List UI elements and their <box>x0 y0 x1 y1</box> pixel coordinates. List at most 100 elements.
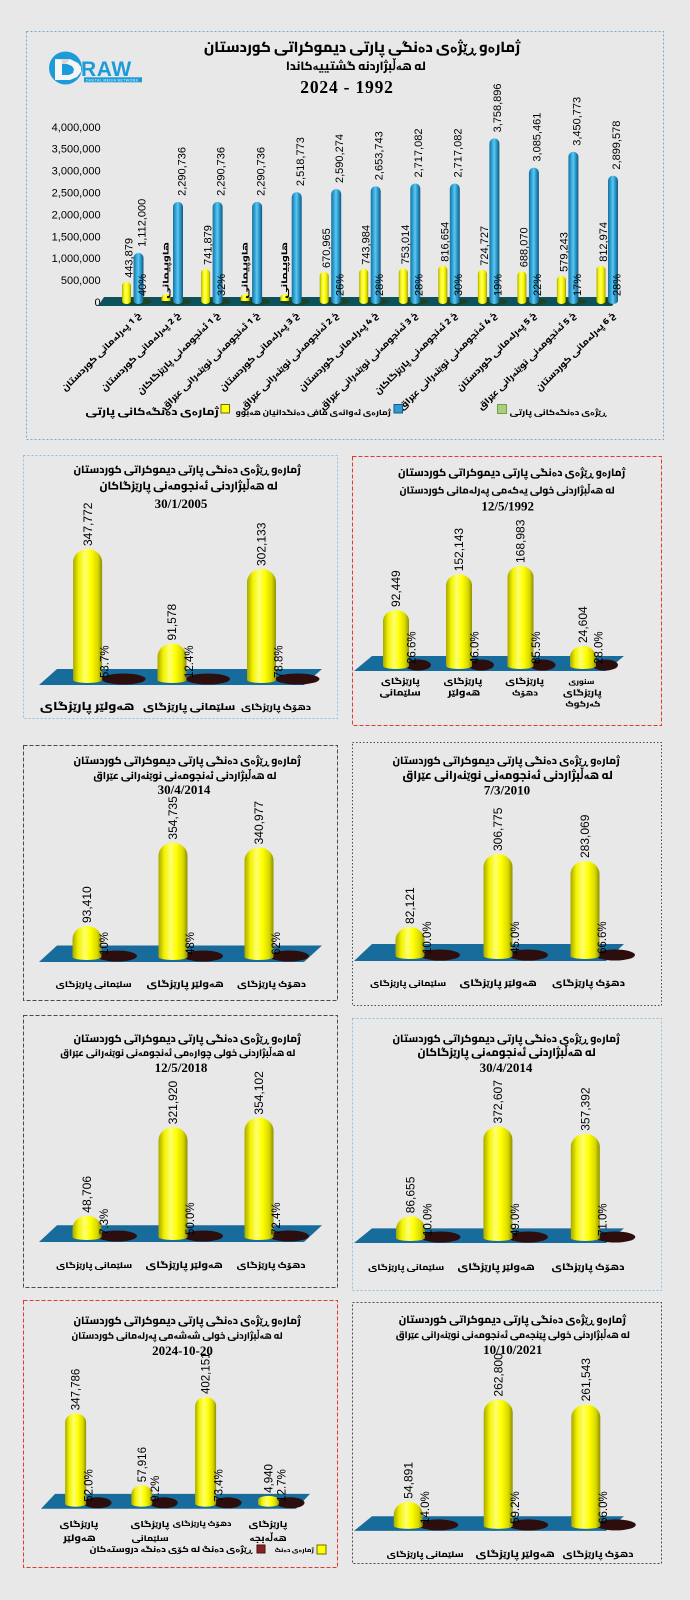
svg-text:354,102: 354,102 <box>252 1071 266 1115</box>
svg-text:DIGITAL MEDIA NETWORK: DIGITAL MEDIA NETWORK <box>86 78 139 82</box>
svg-text:347,786: 347,786 <box>71 1369 83 1411</box>
svg-text:283,069: 283,069 <box>578 814 592 858</box>
svg-text:14.0%: 14.0% <box>420 1491 432 1524</box>
svg-text:22%: 22% <box>532 274 544 296</box>
svg-text:357,392: 357,392 <box>579 1087 593 1131</box>
svg-text:3,500,000: 3,500,000 <box>52 144 101 156</box>
svg-text:78.8%: 78.8% <box>274 645 286 678</box>
svg-text:2,717,082: 2,717,082 <box>413 129 425 178</box>
svg-text:4,000,000: 4,000,000 <box>52 122 101 134</box>
svg-text:28.0%: 28.0% <box>594 631 606 664</box>
svg-text:57,916: 57,916 <box>137 1447 149 1482</box>
svg-text:92,449: 92,449 <box>389 570 403 607</box>
svg-text:24,604: 24,604 <box>576 606 590 643</box>
svg-text:688,070: 688,070 <box>519 227 531 267</box>
svg-text:12.4%: 12.4% <box>184 645 196 678</box>
svg-text:48,706: 48,706 <box>80 1176 94 1213</box>
svg-text:40%: 40% <box>137 274 149 296</box>
svg-text:261,543: 261,543 <box>579 1358 593 1402</box>
svg-text:2,653,743: 2,653,743 <box>374 131 386 180</box>
svg-text:2,899,578: 2,899,578 <box>611 121 623 170</box>
svg-text:10.0%: 10.0% <box>422 921 434 954</box>
svg-text:71.0%: 71.0% <box>597 1203 609 1236</box>
svg-text:10.0%: 10.0% <box>423 1203 435 1236</box>
svg-text:28%: 28% <box>611 274 623 296</box>
svg-text:0: 0 <box>94 297 100 309</box>
svg-text:50.0%: 50.0% <box>185 1202 197 1235</box>
svg-text:32%: 32% <box>216 274 228 296</box>
svg-text:500,000: 500,000 <box>61 275 101 287</box>
svg-text:53.7%: 53.7% <box>100 645 112 678</box>
svg-text:7/3/2010: 7/3/2010 <box>484 783 530 798</box>
svg-text:2,500,000: 2,500,000 <box>52 188 101 200</box>
svg-text:30/1/2005: 30/1/2005 <box>155 496 208 511</box>
svg-text:1,500,000: 1,500,000 <box>52 231 101 243</box>
svg-text:2,290,736: 2,290,736 <box>176 147 188 196</box>
svg-text:62%: 62% <box>271 932 283 955</box>
svg-text:45.0%: 45.0% <box>510 921 522 954</box>
svg-text:28%: 28% <box>374 274 386 296</box>
svg-text:12/5/2018: 12/5/2018 <box>155 1060 208 1075</box>
svg-text:816,654: 816,654 <box>440 222 452 262</box>
svg-text:49.0%: 49.0% <box>510 1203 522 1236</box>
svg-text:73.4%: 73.4% <box>214 1469 226 1502</box>
svg-text:26%: 26% <box>335 274 347 296</box>
svg-text:RAW: RAW <box>81 58 132 81</box>
svg-text:2,717,082: 2,717,082 <box>453 129 465 178</box>
svg-text:30%: 30% <box>453 274 465 296</box>
svg-text:48%: 48% <box>185 932 197 955</box>
svg-text:3,450,773: 3,450,773 <box>571 97 583 146</box>
svg-text:347,772: 347,772 <box>81 502 95 546</box>
svg-text:2024 - 1992: 2024 - 1992 <box>300 77 393 97</box>
svg-text:2,518,773: 2,518,773 <box>295 137 307 186</box>
svg-text:10%: 10% <box>99 932 111 955</box>
svg-text:741,879: 741,879 <box>202 225 214 265</box>
svg-text:30/4/2014: 30/4/2014 <box>158 782 211 797</box>
svg-text:82,121: 82,121 <box>403 887 417 924</box>
svg-text:66.0%: 66.0% <box>598 1491 610 1524</box>
svg-text:2024-10-20: 2024-10-20 <box>152 1343 213 1358</box>
svg-text:54,891: 54,891 <box>401 1462 415 1499</box>
svg-text:372,607: 372,607 <box>491 1080 505 1124</box>
svg-text:724,727: 724,727 <box>479 226 491 266</box>
svg-text:1,112,000: 1,112,000 <box>136 199 148 247</box>
svg-text:30/4/2014: 30/4/2014 <box>480 1060 533 1075</box>
svg-text:3,085,461: 3,085,461 <box>532 113 544 162</box>
svg-text:812,974: 812,974 <box>598 222 610 262</box>
svg-text:86,655: 86,655 <box>404 1176 418 1213</box>
svg-text:152,143: 152,143 <box>452 528 466 572</box>
svg-text:443,879: 443,879 <box>123 238 135 278</box>
svg-text:52.0%: 52.0% <box>84 1469 96 1502</box>
svg-text:2,000,000: 2,000,000 <box>52 209 101 221</box>
svg-text:3,000,000: 3,000,000 <box>52 166 101 178</box>
svg-text:321,920: 321,920 <box>166 1080 180 1124</box>
svg-text:579,243: 579,243 <box>558 232 570 272</box>
svg-text:402,151: 402,151 <box>201 1352 213 1394</box>
svg-text:670,965: 670,965 <box>321 228 333 268</box>
svg-text:306,775: 306,775 <box>491 807 505 851</box>
svg-text:1,000,000: 1,000,000 <box>52 253 101 265</box>
svg-text:10/10/2021: 10/10/2021 <box>483 1342 542 1357</box>
svg-text:93,410: 93,410 <box>80 886 94 923</box>
svg-text:753,014: 753,014 <box>400 225 412 265</box>
svg-text:26.6%: 26.6% <box>407 631 419 664</box>
svg-text:91,578: 91,578 <box>165 603 179 640</box>
svg-text:2,590,274: 2,590,274 <box>334 134 346 183</box>
svg-text:7.3%: 7.3% <box>99 1209 111 1235</box>
svg-text:168,983: 168,983 <box>514 519 528 563</box>
svg-text:302,133: 302,133 <box>255 522 269 566</box>
svg-text:46.0%: 46.0% <box>470 631 482 664</box>
svg-text:72.4%: 72.4% <box>271 1202 283 1235</box>
svg-text:2,290,736: 2,290,736 <box>215 147 227 196</box>
svg-text:12.7%: 12.7% <box>277 1469 289 1502</box>
svg-text:9.2%: 9.2% <box>150 1476 162 1502</box>
svg-text:4,940: 4,940 <box>264 1464 276 1493</box>
svg-text:59.2%: 59.2% <box>510 1491 522 1524</box>
svg-text:3,758,896: 3,758,896 <box>492 83 504 132</box>
svg-text:85.5%: 85.5% <box>531 631 543 664</box>
svg-text:12/5/1992: 12/5/1992 <box>481 499 534 514</box>
svg-text:743,984: 743,984 <box>361 225 373 265</box>
svg-text:2,290,736: 2,290,736 <box>255 147 267 196</box>
svg-text:28%: 28% <box>414 274 426 296</box>
svg-text:66.6%: 66.6% <box>597 921 609 954</box>
